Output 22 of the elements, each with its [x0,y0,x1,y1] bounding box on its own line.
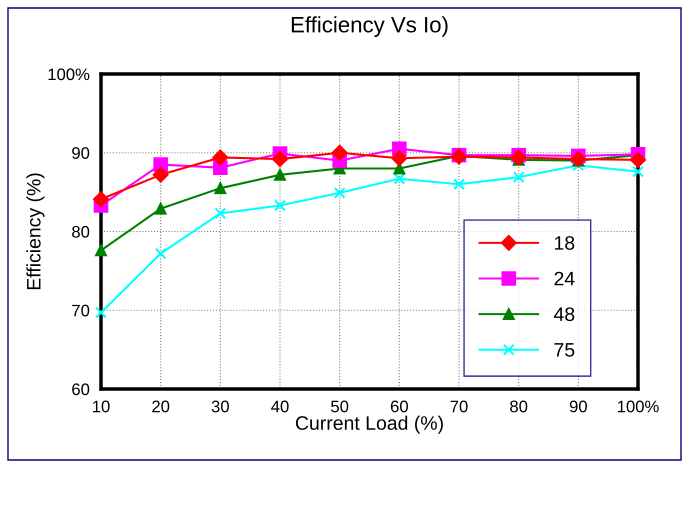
x-tick-label: 60 [390,400,408,412]
y-tick-label: 90 [72,147,90,159]
legend-label: 18 [554,236,574,250]
x-tick-label: 30 [212,400,229,412]
y-axis-title: Efficiency (%) [26,173,44,290]
x-tick-label: 80 [510,400,528,412]
x-tick-label: 40 [271,400,289,412]
x-tick-label: 10 [93,400,110,412]
legend-label: 75 [554,343,574,357]
x-tick-label: 100% [618,400,659,412]
y-tick-label: 100% [48,68,90,80]
chart-title: Efficiency Vs Io) [292,16,448,37]
legend-label: 24 [554,272,575,286]
x-tick-label: 50 [331,400,348,412]
y-tick-label: 80 [72,226,90,238]
x-tick-label: 70 [450,400,468,412]
x-axis-title: Current Load (%) [296,416,443,434]
y-tick-label: 60 [72,383,90,396]
y-tick-label: 70 [72,304,90,316]
legend-label: 48 [554,307,574,322]
x-tick-label: 90 [570,400,587,412]
x-tick-label: 20 [152,400,170,412]
